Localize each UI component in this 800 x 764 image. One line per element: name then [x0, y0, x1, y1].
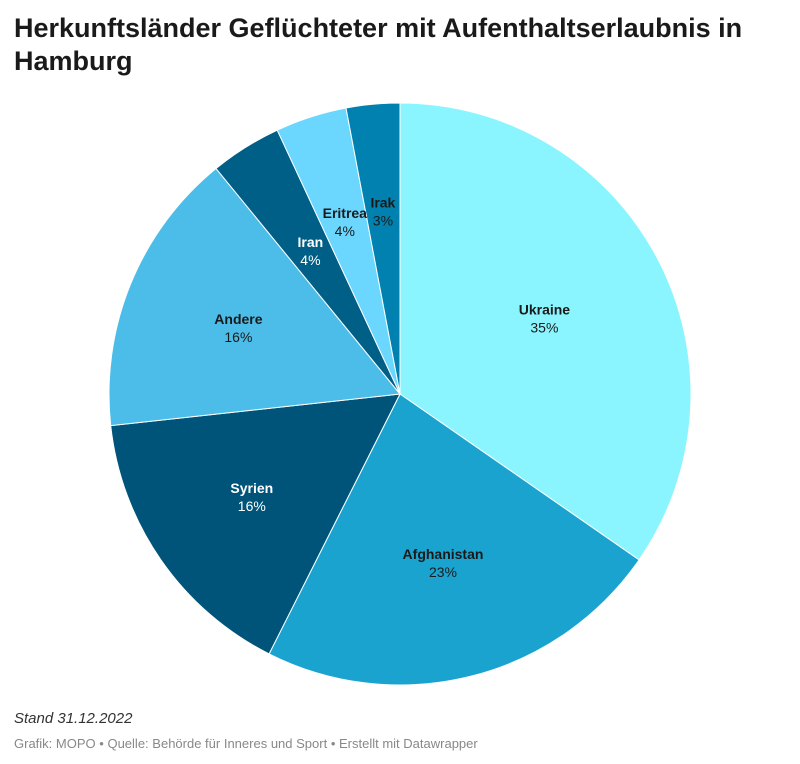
slice-value: 3% — [373, 213, 393, 229]
slice-name: Andere — [214, 311, 262, 327]
slice-name: Ukraine — [519, 301, 571, 317]
footer-separator: • — [99, 736, 104, 751]
slice-label-syrien: Syrien 16% — [230, 480, 273, 514]
slice-name: Afghanistan — [403, 546, 484, 562]
pie-slice-andere — [108, 167, 401, 427]
slice-name: Syrien — [230, 480, 273, 496]
slice-value: 23% — [429, 564, 457, 580]
slice-value: 4% — [335, 223, 355, 239]
slice-value: 35% — [530, 319, 558, 335]
slice-value: 16% — [224, 329, 252, 345]
footer-prefix: Grafik: — [14, 736, 53, 751]
chart-footer: Grafik: MOPO • Quelle: Behörde für Inner… — [14, 736, 478, 751]
pie-slices — [108, 102, 692, 686]
slice-label-ukraine: Ukraine 35% — [519, 301, 571, 335]
slice-name: Eritrea — [323, 205, 368, 221]
slice-label-irak: Irak 3% — [370, 195, 395, 229]
pie-slice-syrien — [110, 393, 401, 655]
slice-name: Iran — [298, 234, 324, 250]
slice-label-andere: Andere 16% — [214, 311, 262, 345]
footer-source: Behörde für Inneres und Sport — [152, 736, 328, 751]
slice-value: 16% — [238, 498, 266, 514]
pie-chart: Ukraine 35% Afghanistan 23% Syrien 16% Andere 1… — [108, 102, 692, 686]
pie-slice-afghanistan — [268, 393, 640, 686]
pie-labels: Ukraine 35% Afghanistan 23% Syrien 16% Andere 1… — [214, 195, 570, 581]
footer-author: MOPO — [55, 736, 96, 751]
footer-source-label: Quelle: — [107, 736, 149, 751]
footer-tool: Erstellt mit Datawrapper — [339, 736, 478, 751]
slice-label-eritrea: Eritrea 4% — [323, 205, 368, 239]
slice-label-iran: Iran 4% — [298, 234, 324, 268]
footer-separator: • — [330, 736, 336, 751]
slice-label-afghanistan: Afghanistan 23% — [403, 546, 484, 580]
pie-slice-ukraine — [399, 102, 692, 561]
chart-title: Herkunftsländer Geflüchteter mit Aufenth… — [14, 13, 743, 76]
slice-value: 4% — [300, 252, 320, 268]
date-note: Stand 31.12.2022 — [14, 710, 133, 727]
slice-name: Irak — [370, 195, 395, 211]
pie-slice-irak — [345, 102, 401, 395]
